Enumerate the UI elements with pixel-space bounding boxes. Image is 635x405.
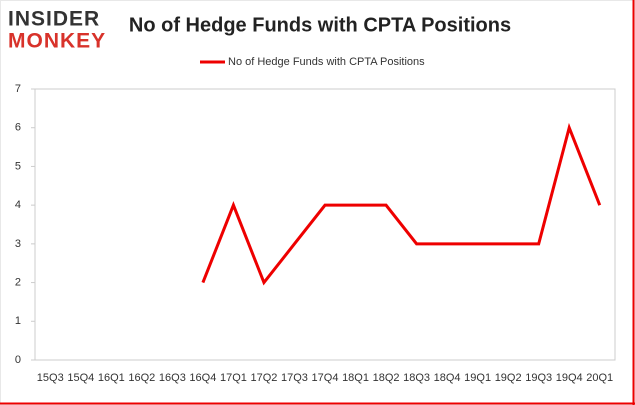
y-tick-label: 2 — [15, 276, 21, 288]
plot-frame — [34, 88, 616, 361]
logo-line2: MONKEY — [8, 30, 106, 53]
x-tick-label: 18Q4 — [434, 372, 461, 384]
chart-title: No of Hedge Funds with CPTA Positions — [129, 14, 511, 36]
x-tick-label: 20Q1 — [586, 372, 613, 384]
y-tick-label: 5 — [15, 160, 21, 172]
y-tick-label: 7 — [15, 83, 21, 95]
x-tick-label: 19Q4 — [556, 372, 583, 384]
x-tick-label: 15Q3 — [37, 372, 64, 384]
x-tick-label: 19Q1 — [464, 372, 491, 384]
x-tick-label: 16Q1 — [98, 372, 125, 384]
y-tick-label: 0 — [15, 354, 21, 366]
x-tick-label: 17Q2 — [250, 372, 277, 384]
x-tick-label: 19Q3 — [525, 372, 552, 384]
x-tick-label: 18Q2 — [373, 372, 400, 384]
x-tick-label: 17Q3 — [281, 372, 308, 384]
x-tick-label: 17Q4 — [312, 372, 339, 384]
logo-line1: INSIDER — [8, 8, 100, 31]
x-tick-label: 16Q3 — [159, 372, 186, 384]
x-tick-label: 18Q1 — [342, 372, 369, 384]
x-tick-label: 18Q3 — [403, 372, 430, 384]
data-line — [201, 122, 602, 286]
y-tick-label: 3 — [15, 238, 21, 250]
y-tick-label: 1 — [15, 315, 21, 327]
x-tick-label: 17Q1 — [220, 372, 247, 384]
x-tick-label: 19Q2 — [495, 372, 522, 384]
x-tick-label: 16Q4 — [189, 372, 216, 384]
legend-label: No of Hedge Funds with CPTA Positions — [228, 56, 425, 68]
y-tick-label: 4 — [15, 199, 21, 211]
y-tick-label: 6 — [15, 122, 21, 134]
x-tick-label: 16Q2 — [128, 372, 155, 384]
x-tick-label: 15Q4 — [67, 372, 94, 384]
